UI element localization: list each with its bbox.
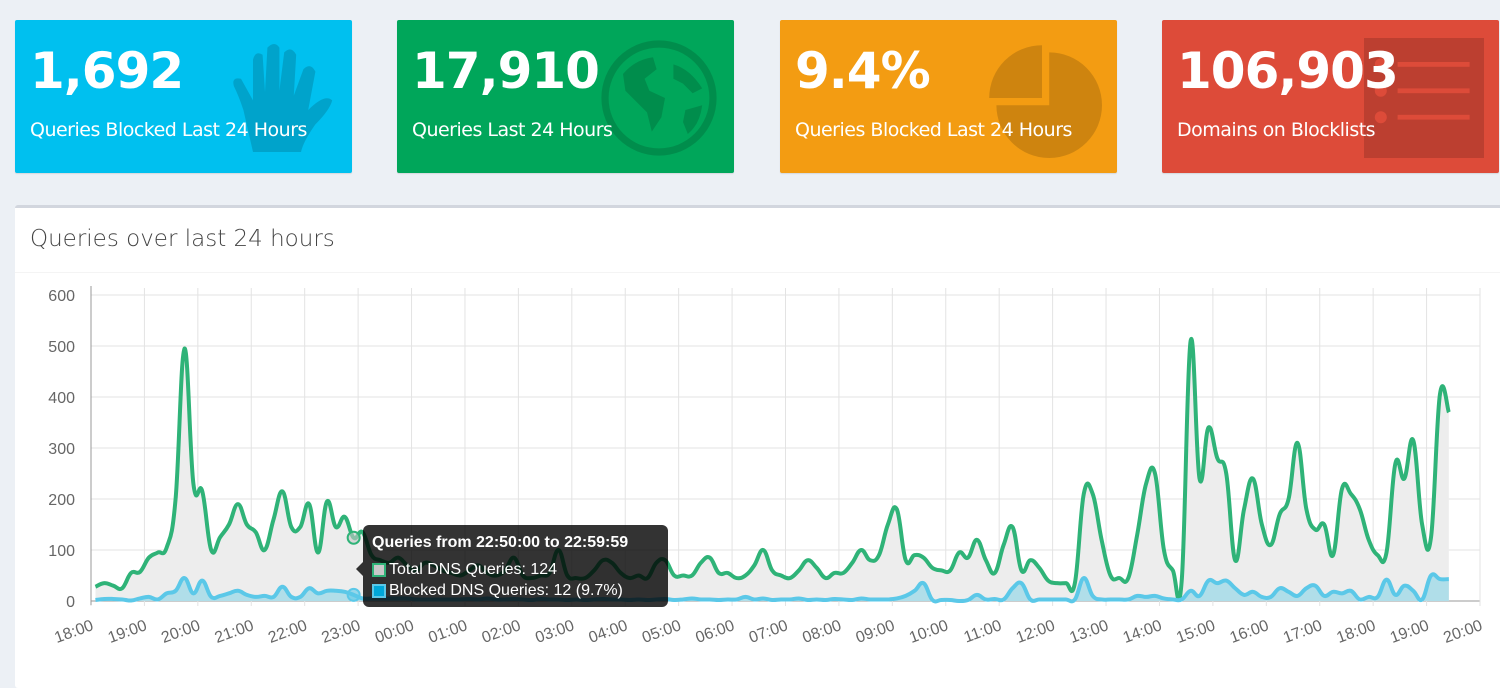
- x-tick-label: 12:00: [1014, 617, 1058, 647]
- x-tick-label: 16:00: [1228, 617, 1272, 647]
- stat-box-percent: 9.4% Queries Blocked Last 24 Hours: [780, 20, 1117, 173]
- highlight-point-total: [346, 530, 361, 545]
- x-tick-label: 02:00: [480, 617, 524, 647]
- x-tick-label: 08:00: [800, 617, 844, 647]
- tooltip-total-row: Total DNS Queries: 124: [372, 561, 557, 579]
- y-tick-label: 400: [48, 390, 75, 407]
- tooltip-total: Total DNS Queries: 124: [389, 561, 558, 578]
- x-tick-label: 18:00: [1334, 617, 1378, 647]
- y-tick-label: 300: [48, 441, 75, 458]
- y-tick-label: 0: [66, 594, 75, 611]
- hand-icon: [233, 44, 333, 152]
- x-tick-label: 05:00: [640, 617, 684, 647]
- panel-divider: [15, 272, 1500, 273]
- stat-box-domains: 106,903 Domains on Blocklists: [1162, 20, 1499, 173]
- x-tick-label: 00:00: [373, 617, 417, 647]
- x-tick-label: 03:00: [533, 617, 577, 647]
- stat-value: 9.4%: [795, 42, 931, 100]
- stat-value: 106,903: [1177, 42, 1399, 100]
- chart-tooltip: Queries from 22:50:00 to 22:59:59 Total …: [356, 525, 668, 607]
- x-tick-label: 20:00: [1441, 617, 1485, 647]
- x-tick-label: 07:00: [747, 617, 791, 647]
- x-tick-label: 01:00: [426, 617, 470, 647]
- tooltip-blocked-row: Blocked DNS Queries: 12 (9.7%): [372, 582, 623, 600]
- stat-label: Queries Last 24 Hours: [412, 119, 613, 141]
- x-tick-label: 04:00: [587, 617, 631, 647]
- series-area-total: [95, 338, 1449, 601]
- y-tick-label: 500: [48, 339, 75, 356]
- stat-value: 1,692: [30, 42, 184, 100]
- globe-icon: [601, 40, 717, 156]
- stat-label: Queries Blocked Last 24 Hours: [795, 119, 1072, 141]
- x-tick-label: 17:00: [1281, 617, 1325, 647]
- y-tick-label: 100: [48, 543, 75, 560]
- x-tick-label: 10:00: [907, 617, 951, 647]
- x-tick-label: 22:00: [266, 617, 310, 647]
- x-tick-label: 15:00: [1174, 617, 1218, 647]
- tooltip-title: Queries from 22:50:00 to 22:59:59: [372, 534, 629, 551]
- stat-label: Queries Blocked Last 24 Hours: [30, 119, 307, 141]
- blocked-swatch: [372, 584, 386, 598]
- x-tick-label: 18:00: [52, 617, 96, 647]
- x-tick-label: 19:00: [106, 617, 150, 647]
- series-area-blocked: [95, 574, 1449, 602]
- queries-chart-panel: Queries over last 24 hours: [15, 205, 1500, 688]
- panel-title: Queries over last 24 hours: [30, 226, 335, 252]
- pie-chart-icon: [989, 45, 1102, 158]
- x-tick-label: 13:00: [1067, 617, 1111, 647]
- y-tick-label: 200: [48, 492, 75, 509]
- x-tick-label: 14:00: [1121, 617, 1165, 647]
- y-tick-label: 600: [48, 288, 75, 305]
- x-tick-label: 09:00: [854, 617, 898, 647]
- highlight-point-blocked: [346, 587, 361, 602]
- series-line-total: [94, 336, 1451, 602]
- tooltip-blocked: Blocked DNS Queries: 12 (9.7%): [389, 582, 623, 599]
- x-tick-label: 23:00: [319, 617, 363, 647]
- stat-value: 17,910: [412, 42, 600, 100]
- x-tick-label: 19:00: [1388, 617, 1432, 647]
- series-line-blocked: [95, 572, 1449, 604]
- list-icon: [1364, 38, 1484, 158]
- total-swatch: [372, 563, 386, 577]
- stat-box-total: 17,910 Queries Last 24 Hours: [397, 20, 734, 173]
- x-tick-label: 20:00: [159, 617, 203, 647]
- x-tick-label: 21:00: [213, 617, 257, 647]
- x-tick-label: 06:00: [693, 617, 737, 647]
- stat-box-blocked: 1,692 Queries Blocked Last 24 Hours: [15, 20, 352, 173]
- stat-label: Domains on Blocklists: [1177, 119, 1376, 141]
- x-tick-label: 11:00: [962, 617, 1004, 646]
